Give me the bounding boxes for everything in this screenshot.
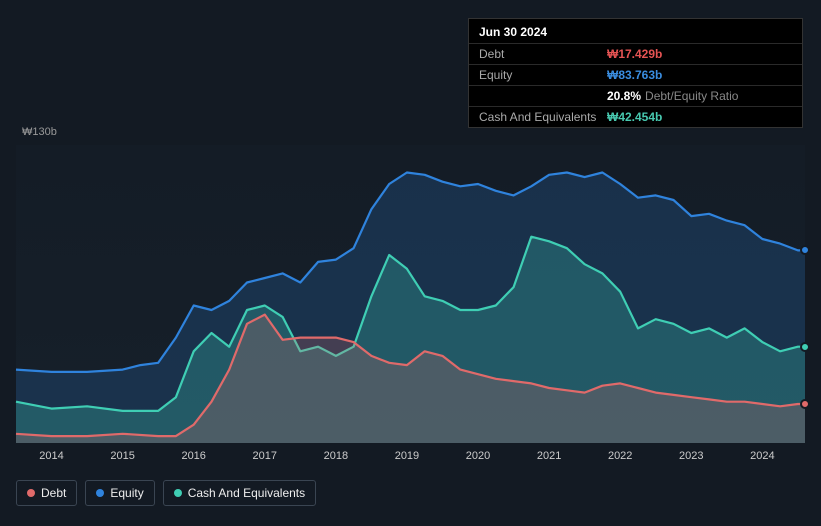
chart-svg (16, 125, 805, 443)
x-tick-2022: 2022 (608, 450, 632, 462)
tooltip-ratio-suffix: Debt/Equity Ratio (645, 89, 738, 103)
x-tick-2018: 2018 (324, 450, 348, 462)
x-tick-2021: 2021 (537, 450, 561, 462)
tooltip-ratio-value: 20.8% (607, 89, 641, 103)
tooltip-cash-label: Cash And Equivalents (479, 110, 607, 124)
series-end-dot-equity (800, 245, 810, 255)
legend-item-debt[interactable]: Debt (16, 480, 77, 506)
x-axis-labels: 2014 2015 2016 2017 2018 2019 2020 2021 2022 2023… (16, 450, 805, 466)
legend-dot-icon (27, 489, 35, 497)
legend-item-cash[interactable]: Cash And Equivalents (163, 480, 316, 506)
series-end-dot-cash (800, 342, 810, 352)
tooltip-row-equity: Equity ₩83.763b (469, 64, 802, 85)
chart-tooltip: Jun 30 2024 Debt ₩17.429b Equity ₩83.763… (468, 18, 803, 128)
legend-label: Equity (110, 486, 143, 500)
tooltip-equity-value: ₩83.763b (607, 68, 662, 82)
x-tick-2016: 2016 (181, 450, 205, 462)
tooltip-date: Jun 30 2024 (469, 19, 802, 43)
chart-area[interactable] (16, 125, 805, 465)
tooltip-row-cash: Cash And Equivalents ₩42.454b (469, 106, 802, 127)
tooltip-ratio-spacer (479, 89, 607, 103)
x-tick-2017: 2017 (253, 450, 277, 462)
legend-dot-icon (96, 489, 104, 497)
x-tick-2015: 2015 (110, 450, 134, 462)
x-tick-2014: 2014 (39, 450, 63, 462)
legend-label: Debt (41, 486, 66, 500)
legend-dot-icon (174, 489, 182, 497)
x-tick-2019: 2019 (395, 450, 419, 462)
tooltip-row-debt: Debt ₩17.429b (469, 43, 802, 64)
series-end-dot-debt (800, 399, 810, 409)
legend-item-equity[interactable]: Equity (85, 480, 154, 506)
tooltip-debt-label: Debt (479, 47, 607, 61)
x-tick-2024: 2024 (750, 450, 774, 462)
tooltip-row-ratio: 20.8% Debt/Equity Ratio (469, 85, 802, 106)
tooltip-equity-label: Equity (479, 68, 607, 82)
tooltip-cash-value: ₩42.454b (607, 110, 662, 124)
x-tick-2020: 2020 (466, 450, 490, 462)
x-tick-2023: 2023 (679, 450, 703, 462)
chart-legend: Debt Equity Cash And Equivalents (16, 480, 316, 506)
legend-label: Cash And Equivalents (188, 486, 305, 500)
tooltip-debt-value: ₩17.429b (607, 47, 662, 61)
